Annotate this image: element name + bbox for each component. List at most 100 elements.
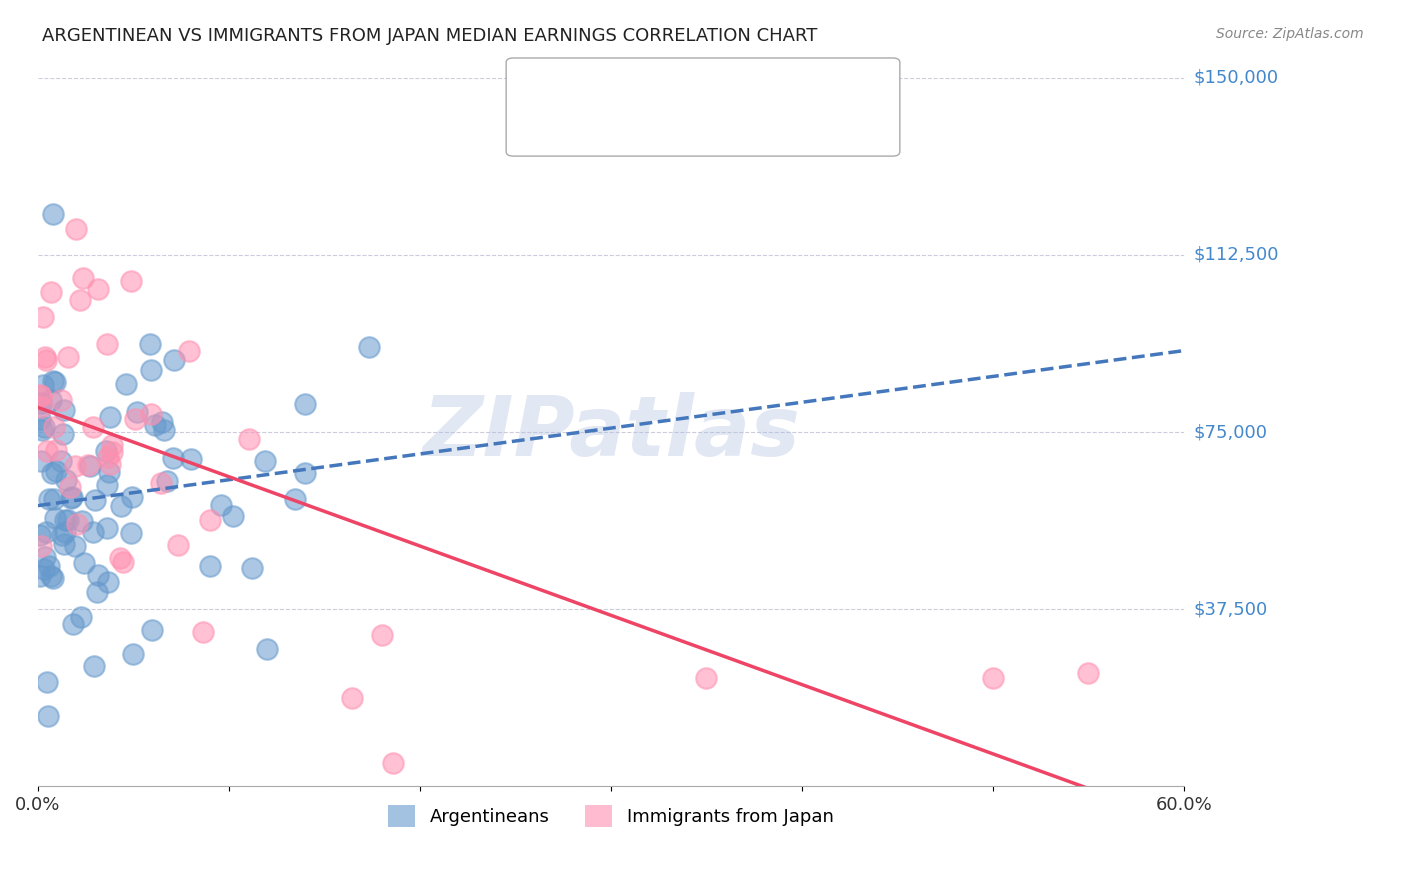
Point [39, 285, 62, 299]
Point [34, 524, 56, 539]
Point [253, 454, 276, 468]
Point [124, 411, 146, 425]
Point [60, 491, 83, 506]
Point [150, 415, 173, 429]
Text: $75,000: $75,000 [1194, 423, 1267, 441]
Point [44, 510, 66, 524]
Point [30, 389, 52, 403]
Point [357, 340, 380, 354]
Point [30, 454, 52, 468]
Point [97, 574, 120, 589]
Point [294, 397, 316, 411]
Point [96, 444, 118, 458]
Point [200, 513, 222, 527]
Point [31, 377, 53, 392]
Point [98, 409, 121, 424]
Point [72, 271, 94, 285]
Point [179, 343, 201, 358]
Point [83, 659, 105, 673]
Text: ARGENTINEAN VS IMMIGRANTS FROM JAPAN MEDIAN EARNINGS CORRELATION CHART: ARGENTINEAN VS IMMIGRANTS FROM JAPAN MED… [42, 27, 817, 45]
Point [110, 500, 132, 514]
Point [73, 556, 96, 570]
Point [98, 457, 121, 471]
Point [121, 491, 143, 505]
Point [28, 412, 51, 426]
Point [340, 691, 363, 706]
Point [55, 525, 77, 540]
Point [37, 675, 59, 690]
Point [39, 569, 62, 583]
Point [56, 513, 79, 527]
Point [139, 337, 162, 351]
Point [180, 452, 202, 467]
Point [695, 671, 717, 685]
Point [96, 337, 118, 351]
Point [167, 537, 190, 551]
Point [42, 420, 65, 434]
Point [96, 478, 118, 492]
Point [82, 524, 104, 539]
Point [86, 282, 108, 296]
Point [120, 525, 142, 540]
Text: N =: N = [675, 76, 723, 94]
Point [70, 514, 93, 528]
Point [120, 274, 142, 288]
Point [37, 708, 59, 723]
Point [28, 569, 51, 583]
Point [382, 756, 405, 770]
Point [32, 420, 55, 434]
Point [42, 207, 65, 221]
Point [63, 458, 86, 473]
Point [37, 443, 59, 458]
Text: ■: ■ [534, 111, 555, 130]
Point [39, 393, 62, 408]
Point [52, 426, 75, 441]
Legend: Argentineans, Immigrants from Japan: Argentineans, Immigrants from Japan [381, 797, 841, 834]
Text: $150,000: $150,000 [1194, 69, 1278, 87]
Point [38, 558, 60, 573]
Text: 44: 44 [731, 112, 756, 129]
Point [56, 350, 79, 364]
Point [82, 420, 104, 434]
Point [30, 388, 52, 402]
Point [32, 562, 55, 576]
Point [240, 561, 263, 575]
Text: Source: ZipAtlas.com: Source: ZipAtlas.com [1216, 27, 1364, 41]
Point [30, 539, 52, 553]
Point [65, 539, 87, 553]
Point [66, 517, 89, 532]
Point [45, 464, 67, 478]
Point [83, 493, 105, 508]
Point [44, 375, 66, 389]
Text: N =: N = [675, 112, 723, 129]
Point [53, 403, 76, 417]
Text: ZIPatlas: ZIPatlas [422, 392, 800, 473]
Point [209, 499, 232, 513]
Point [45, 442, 67, 457]
Point [55, 513, 77, 527]
Point [238, 432, 260, 446]
Point [101, 444, 124, 458]
Point [51, 527, 73, 541]
Point [370, 628, 392, 642]
Point [284, 491, 307, 506]
Text: $37,500: $37,500 [1194, 600, 1268, 618]
Point [97, 450, 120, 464]
Point [96, 521, 118, 535]
Point [162, 450, 184, 465]
Point [79, 459, 101, 474]
Point [86, 585, 108, 599]
Point [150, 476, 173, 491]
Point [141, 624, 163, 638]
Point [30, 396, 52, 410]
Text: 0.099: 0.099 [605, 76, 661, 94]
Point [1077, 666, 1099, 681]
Point [108, 551, 131, 566]
Point [42, 374, 65, 388]
Point [114, 376, 136, 391]
Point [77, 458, 100, 473]
Text: 79: 79 [731, 76, 756, 94]
Point [49, 453, 72, 467]
Point [31, 424, 53, 438]
Point [53, 537, 76, 551]
